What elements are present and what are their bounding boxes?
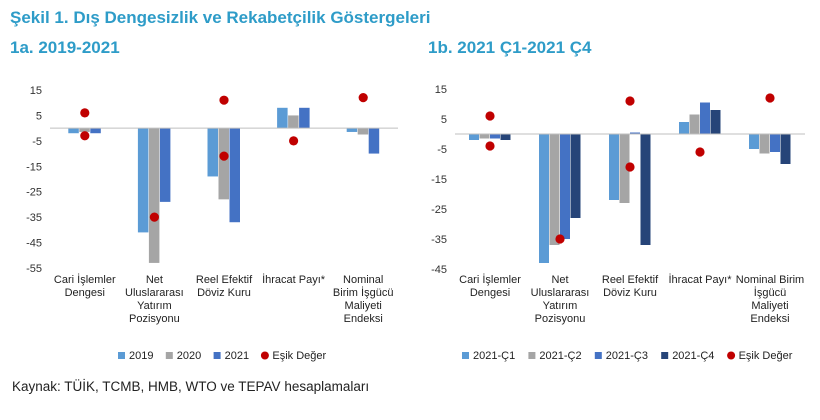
y-tick-label: 5 — [36, 110, 42, 122]
chart-1b-title: 1b. 2021 Ç1-2021 Ç4 — [428, 38, 592, 57]
legend-label: 2020 — [177, 350, 201, 362]
legend-swatch — [462, 352, 469, 359]
chart-1b: 15 5 -5 -15 -25 -35 -45 Cari İşlemler Dengesi Net… — [431, 84, 805, 362]
threshold-point — [625, 162, 635, 172]
bar-2021 — [159, 128, 171, 202]
chart-1a: 15 5 -5 -15 -25 -35 -45 -55 Cari İşlemler Dengesi… — [26, 85, 398, 362]
bar-2021-Ç1 — [749, 134, 759, 149]
threshold-point — [219, 95, 229, 105]
threshold-point — [219, 151, 229, 161]
y-tick-label: 15 — [435, 84, 447, 96]
bar-2021-Ç2 — [759, 134, 770, 154]
y-tick-label: -35 — [26, 212, 42, 224]
bar-2020 — [218, 128, 229, 200]
bar-2021-Ç3 — [630, 132, 640, 134]
y-tick-label: -5 — [32, 136, 42, 148]
bar-2019 — [207, 128, 218, 177]
bar-2019 — [346, 128, 358, 132]
category-label: Reel Efektif Döviz Kuru — [196, 274, 253, 299]
bar-2021-Ç4 — [640, 134, 651, 245]
bar-2021 — [90, 128, 101, 134]
bar-2021-Ç4 — [570, 134, 581, 218]
bar-2021 — [299, 107, 310, 129]
legend-swatch — [118, 352, 125, 359]
threshold-point — [149, 212, 159, 222]
bar-2021-Ç1 — [539, 134, 549, 263]
y-tick-label: -25 — [431, 204, 447, 216]
source-note: Kaynak: TÜİK, TCMB, HMB, WTO ve TEPAV he… — [12, 379, 370, 394]
legend-swatch — [727, 351, 736, 360]
threshold-point — [80, 108, 90, 118]
legend-label: 2021-Ç4 — [672, 350, 714, 362]
bar-2021-Ç4 — [500, 134, 511, 140]
category-label: Net Uluslararası Yatırım Pozisyonu — [125, 274, 184, 325]
bar-2021 — [229, 128, 240, 223]
bar-2021-Ç1 — [679, 122, 689, 134]
y-tick-label: -5 — [437, 144, 447, 156]
chart-1a-title: 1a. 2019-2021 — [10, 38, 120, 57]
bar-2020 — [79, 128, 90, 132]
y-tick-label: -35 — [431, 234, 447, 246]
y-tick-label: -15 — [431, 174, 447, 186]
category-label: Net Uluslararası Yatırım Pozisyonu — [531, 274, 590, 325]
legend-label: Eşik Değer — [739, 350, 793, 362]
legend-label: 2021-Ç3 — [606, 350, 648, 362]
y-tick-label: -25 — [26, 187, 42, 199]
legend-swatch — [165, 352, 173, 359]
y-tick-label: 5 — [441, 114, 447, 126]
y-tick-label: -15 — [26, 161, 42, 173]
bar-2021-Ç4 — [710, 110, 721, 134]
threshold-point — [625, 96, 635, 106]
bar-2021-Ç3 — [560, 134, 570, 239]
threshold-point — [485, 141, 495, 151]
bar-2021-Ç3 — [490, 134, 500, 139]
y-tick-label: -45 — [26, 238, 42, 250]
bar-2021 — [368, 128, 380, 154]
legend-label: 2021-Ç2 — [539, 350, 581, 362]
category-label: İhracat Payı* — [669, 273, 733, 286]
threshold-point — [695, 147, 705, 157]
threshold-point — [485, 111, 495, 121]
legend-label: 2021-Ç1 — [473, 350, 515, 362]
category-label: Cari İşlemler Dengesi — [459, 273, 521, 299]
bar-2021-Ç1 — [469, 134, 479, 140]
figure-title: Şekil 1. Dış Dengesizlik ve Rekabetçilik… — [10, 8, 431, 27]
category-label: Nominal Birim İşgücü Maliyeti Endeksi — [333, 274, 394, 325]
threshold-point — [555, 234, 565, 244]
category-label: Cari İşlemler Dengesi — [54, 273, 116, 299]
bar-2019 — [137, 128, 149, 233]
legend-label: 2021 — [225, 350, 249, 362]
threshold-point — [765, 93, 775, 103]
bar-2021-Ç1 — [609, 134, 619, 200]
legend-label: Eşik Değer — [272, 350, 326, 362]
legend-swatch — [528, 352, 536, 359]
category-label: Nominal Birim İşgücü Maliyeti Endeksi — [736, 274, 804, 325]
bar-2021-Ç3 — [770, 134, 780, 152]
legend-swatch — [213, 352, 221, 359]
legend-swatch — [260, 351, 269, 360]
legend-label: 2019 — [129, 350, 153, 362]
category-label: İhracat Payı* — [262, 273, 326, 286]
bar-2019 — [277, 107, 288, 129]
threshold-point — [289, 136, 299, 146]
y-tick-label: -45 — [431, 264, 447, 276]
bar-2021-Ç3 — [700, 102, 710, 134]
bar-2019 — [68, 128, 79, 134]
y-tick-label: -55 — [26, 263, 42, 275]
legend-swatch — [594, 352, 602, 359]
category-label: Reel Efektif Döviz Kuru — [602, 274, 659, 299]
bar-2021-Ç2 — [479, 134, 490, 139]
y-tick-label: 15 — [30, 85, 42, 97]
legend-swatch — [661, 352, 669, 359]
bar-2021-Ç2 — [549, 134, 560, 245]
threshold-point — [358, 93, 368, 103]
threshold-point — [80, 131, 90, 141]
bar-2021-Ç2 — [619, 134, 630, 203]
bar-2020 — [288, 115, 299, 129]
bar-2021-Ç4 — [780, 134, 791, 164]
bar-2021-Ç2 — [689, 114, 700, 134]
bar-2020 — [148, 128, 160, 263]
bar-2020 — [357, 128, 369, 135]
